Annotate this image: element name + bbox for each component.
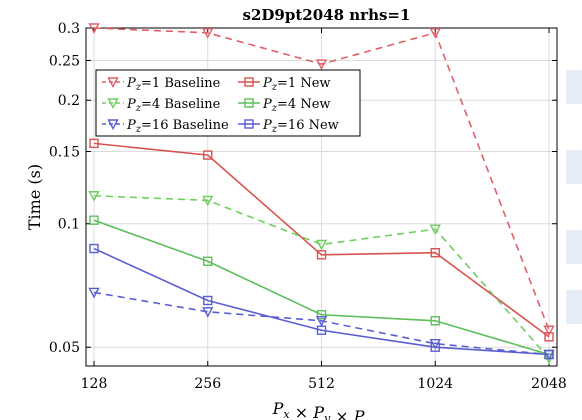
legend-entry: Pz=16 Baseline (102, 118, 229, 135)
series-line (93, 219, 550, 356)
legend-label: Pz=16 Baseline (126, 118, 229, 135)
series (89, 215, 554, 360)
x-tick-label: 2048 (531, 376, 567, 392)
data-point-triangle (315, 239, 328, 251)
data-point-square (89, 138, 99, 149)
data-point-square (544, 332, 554, 342)
data-point-square (89, 215, 99, 225)
data-point-square (203, 295, 213, 306)
data-point-square (203, 256, 213, 266)
y-tick-label: 0.3 (58, 21, 80, 37)
series (89, 243, 554, 360)
legend-entry: Pz=1 New (238, 76, 331, 93)
x-tick-label: 1024 (417, 376, 453, 392)
data-point-triangle (429, 28, 441, 39)
data-point-square (244, 119, 254, 129)
series-line (93, 291, 550, 356)
y-tick-label: 0.05 (49, 340, 80, 356)
series-layer (88, 23, 555, 365)
y-tick-label: 0.1 (58, 217, 80, 233)
y-tick-label: 0.25 (49, 53, 80, 69)
x-axis-label: Px × Py × Pz (272, 399, 371, 420)
data-point-triangle (429, 224, 441, 236)
legend-label: Pz=4 New (262, 97, 331, 114)
data-point-square (244, 98, 254, 108)
data-point-square (316, 250, 327, 260)
chart-title: s2D9pt2048 nrhs=1 (243, 6, 411, 24)
series (88, 23, 555, 337)
edge-artifact (566, 290, 582, 324)
data-point-square (544, 349, 554, 360)
data-point-triangle (202, 195, 214, 207)
edge-artifact (566, 230, 582, 264)
data-point-triangle (88, 287, 100, 299)
legend: Pz=1 Baseline Pz=1 New Pz=4 Baseline Pz=4 N… (95, 69, 361, 137)
data-point-square (244, 77, 254, 87)
data-point-triangle (107, 98, 119, 109)
data-point-triangle (107, 77, 119, 88)
data-point-triangle (202, 28, 214, 39)
legend-entry: Pz=4 Baseline (102, 97, 221, 114)
series-line (93, 247, 550, 356)
y-tick-label: 0.15 (49, 144, 80, 160)
series-line (93, 27, 550, 331)
data-point-triangle (88, 191, 100, 202)
data-point-square (430, 247, 440, 258)
data-point-triangle (88, 23, 100, 34)
series-line (93, 194, 550, 359)
data-point-square (430, 342, 440, 352)
x-tick-label: 512 (308, 376, 335, 392)
data-point-triangle (315, 59, 328, 71)
data-point-square (203, 150, 213, 160)
legend-label: Pz=1 New (262, 76, 331, 93)
series-line (93, 142, 550, 338)
data-point-triangle (107, 119, 119, 130)
data-point-triangle (315, 316, 328, 327)
legend-entry: Pz=16 New (238, 118, 339, 135)
data-point-square (316, 310, 327, 320)
series (89, 138, 554, 342)
x-tick-label: 128 (81, 376, 108, 392)
legend-entry: Pz=4 New (238, 97, 331, 114)
legend-entry: Pz=1 Baseline (102, 76, 221, 93)
legend-label: Pz=1 Baseline (126, 76, 221, 93)
y-tick-label: 0.2 (58, 93, 80, 109)
edge-artifact (566, 150, 582, 184)
data-point-triangle (543, 325, 555, 337)
data-point-square (430, 316, 440, 326)
x-tick-label: 256 (194, 376, 221, 392)
data-point-square (316, 325, 327, 335)
axis-ticks: 128 256 512 1024 2048 0.05 0.1 0.15 0.2 0.25 0.3 (49, 21, 567, 392)
data-point-triangle (202, 307, 214, 318)
legend-label: Pz=16 New (262, 118, 339, 135)
data-point-triangle (429, 339, 441, 350)
edge-artifact (566, 70, 582, 104)
legend-box (95, 69, 361, 137)
data-point-square (89, 243, 99, 254)
y-axis-label: Time (s) (25, 164, 44, 230)
legend-label: Pz=4 Baseline (126, 97, 221, 114)
